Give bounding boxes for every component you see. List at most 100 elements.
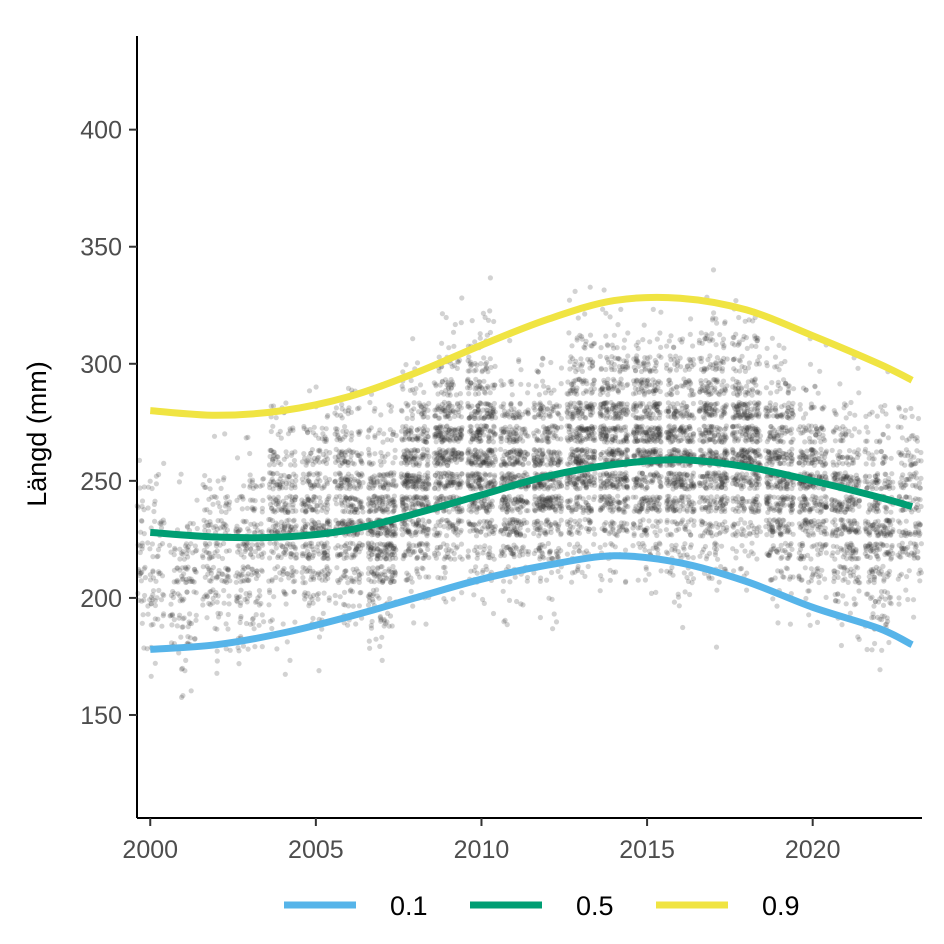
data-point [244, 542, 250, 548]
data-point [335, 543, 341, 549]
data-point [484, 332, 490, 338]
data-point [187, 635, 194, 641]
data-point [257, 483, 263, 489]
data-point [577, 400, 583, 406]
data-point [487, 356, 493, 362]
data-point [188, 541, 194, 547]
data-point [406, 473, 412, 479]
data-point [279, 508, 285, 514]
data-point [270, 403, 277, 409]
data-point [332, 454, 338, 460]
data-point [384, 548, 390, 554]
data-point [341, 601, 347, 608]
data-point [300, 564, 306, 571]
data-point [167, 613, 173, 619]
data-point [583, 505, 589, 511]
data-point [350, 519, 357, 526]
data-point [174, 565, 180, 571]
data-point [468, 521, 474, 528]
data-point [303, 544, 309, 550]
data-point [300, 525, 306, 531]
data-point [315, 482, 321, 488]
data-point [236, 543, 242, 549]
data-point [207, 519, 213, 525]
data-point [351, 478, 357, 484]
data-point [343, 574, 350, 581]
data-point [153, 578, 159, 584]
data-point [320, 555, 326, 561]
data-point [226, 601, 232, 607]
data-point [284, 453, 290, 459]
data-point [210, 564, 216, 571]
data-point [289, 478, 295, 484]
data-point [254, 522, 260, 528]
data-point [524, 433, 530, 439]
data-point [536, 545, 542, 551]
data-point [238, 613, 244, 620]
data-point [581, 550, 587, 556]
data-point [490, 553, 496, 559]
data-point [214, 599, 220, 605]
data-point [338, 500, 345, 506]
data-point [240, 578, 246, 584]
data-point [531, 501, 537, 508]
data-point [309, 554, 315, 561]
data-point [304, 521, 310, 527]
data-point [269, 548, 275, 554]
data-point [142, 564, 148, 570]
data-point [356, 483, 362, 489]
data-point [411, 400, 417, 406]
data-point [608, 364, 614, 370]
data-point [487, 275, 493, 281]
data-point [419, 549, 425, 556]
data-point [316, 591, 322, 597]
data-point [206, 556, 212, 562]
data-point [587, 520, 593, 526]
data-point [354, 450, 360, 456]
data-point [357, 501, 363, 507]
data-point [336, 457, 342, 463]
data-point [271, 507, 277, 513]
data-point [347, 457, 354, 463]
data-point [603, 409, 610, 415]
data-point [266, 516, 272, 523]
data-point [321, 547, 327, 553]
data-point [304, 460, 310, 466]
data-point [343, 555, 350, 561]
data-point [389, 576, 395, 582]
data-point [531, 486, 538, 492]
data-point [481, 518, 487, 525]
data-point [358, 459, 364, 465]
data-point [288, 524, 295, 530]
data-point [603, 310, 609, 316]
data-point [333, 405, 339, 411]
data-point [308, 485, 314, 491]
data-point [180, 551, 186, 557]
data-point [342, 499, 348, 505]
data-point [227, 499, 233, 505]
data-point [244, 573, 250, 579]
data-point [302, 542, 308, 548]
data-point [592, 470, 598, 476]
data-point [587, 332, 594, 338]
data-point [306, 478, 312, 484]
data-point [215, 500, 221, 506]
data-point [353, 576, 359, 582]
data-point [206, 496, 212, 502]
data-point [305, 458, 311, 464]
data-point [282, 526, 288, 533]
data-point [345, 521, 351, 527]
data-point [240, 494, 246, 500]
data-point [270, 479, 276, 485]
data-point [283, 591, 289, 597]
data-point [558, 381, 564, 387]
data-point [152, 602, 158, 609]
data-point [538, 520, 544, 526]
data-point [520, 503, 526, 509]
data-point [615, 322, 621, 328]
data-point [399, 436, 405, 442]
data-point [520, 498, 526, 504]
data-point [335, 458, 341, 464]
data-point [290, 526, 296, 533]
data-point [233, 598, 240, 604]
